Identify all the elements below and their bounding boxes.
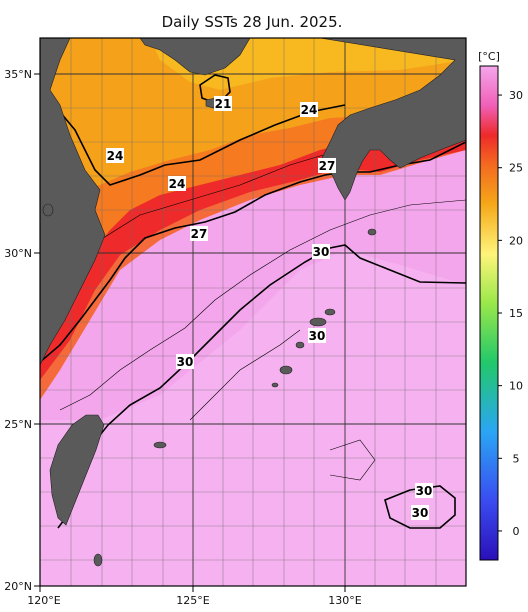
colorbar <box>479 65 499 561</box>
land-korea <box>139 38 251 76</box>
map-title: Daily SSTs 28 Jun. 2025. <box>162 13 343 31</box>
map-frame <box>39 37 467 587</box>
land-taiwan <box>49 414 105 526</box>
land-ishigaki <box>153 441 167 449</box>
colorbar-tick-label: 15 <box>509 307 523 320</box>
contour-label: 30 <box>313 245 330 259</box>
contour-label: 24 <box>169 177 186 191</box>
isotherm-24 <box>40 94 346 186</box>
colorbar-tick-label: 0 <box>513 525 520 538</box>
isotherm-thin-4 <box>329 439 376 481</box>
land-china <box>40 38 106 366</box>
land-island <box>295 341 305 349</box>
contour-label: 30 <box>412 506 429 520</box>
colorbar-unit: [°C] <box>478 50 500 63</box>
colorbar-tick-label: 10 <box>509 380 523 393</box>
isotherm-27 <box>40 141 466 363</box>
isotherm-thin-1 <box>59 199 466 411</box>
contour-label: 27 <box>319 159 336 173</box>
x-tick-label: 120°E <box>27 594 60 607</box>
isotherm-21-loop <box>199 74 231 105</box>
colorbar-ticks: 0 5 10 15 20 25 30 <box>498 89 523 538</box>
y-tick-label: 20°N <box>4 580 32 593</box>
colorbar-tick-label: 25 <box>509 162 523 175</box>
land-tanegashima <box>367 228 377 236</box>
contour-label: 24 <box>107 149 124 163</box>
land-island <box>271 382 279 388</box>
colorbar-tick-label: 30 <box>509 89 523 102</box>
land-island <box>93 553 103 567</box>
contour-label: 24 <box>301 103 318 117</box>
contour-label: 30 <box>309 329 326 343</box>
y-tick-label: 35°N <box>4 68 32 81</box>
contour-label: 30 <box>177 355 194 369</box>
colorbar-tick-label: 20 <box>509 234 523 247</box>
contour-label: 21 <box>215 97 232 111</box>
land-zhoushan <box>42 203 54 217</box>
land-island <box>324 308 336 316</box>
colorbar-tick-label: 5 <box>513 452 520 465</box>
y-tick-label: 30°N <box>4 247 32 260</box>
x-tick-label: 130°E <box>328 594 361 607</box>
contour-labels: 21 24 24 24 27 27 30 30 30 30 30 <box>106 96 433 520</box>
land-japan <box>319 38 466 201</box>
y-tick-label: 25°N <box>4 418 32 431</box>
land-okinawa <box>279 365 293 375</box>
x-tick-label: 125°E <box>176 594 209 607</box>
land-amami <box>309 317 327 327</box>
map-area <box>40 38 466 586</box>
contour-label: 27 <box>191 227 208 241</box>
isotherm-thin-3 <box>189 329 301 421</box>
axis-tick-marks <box>34 73 346 592</box>
contour-label: 30 <box>416 484 433 498</box>
land <box>40 38 466 567</box>
